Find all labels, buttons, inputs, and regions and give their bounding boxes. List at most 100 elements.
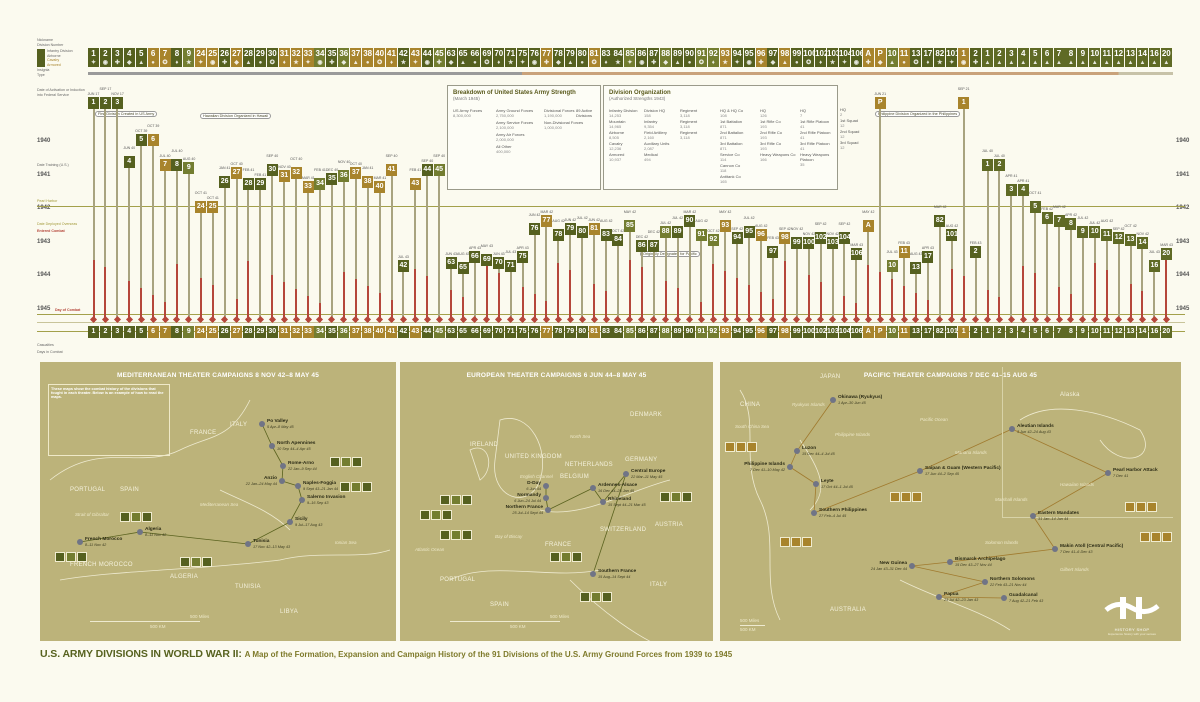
timeline-division-box[interactable]: 77 [540, 214, 552, 227]
header-division-tile[interactable]: 29 ● [254, 48, 266, 67]
bottom-division-tile[interactable]: 11 [1101, 326, 1113, 338]
timeline-division-box[interactable]: 81 [588, 223, 600, 236]
timeline-division-box[interactable]: 94 [731, 231, 743, 244]
timeline-division-box[interactable]: 45 [433, 164, 445, 177]
header-division-tile[interactable]: 100 ✪ [803, 48, 817, 67]
map-division-tile[interactable] [180, 557, 190, 567]
map-division-tile[interactable] [351, 482, 361, 492]
map-division-tile[interactable] [202, 557, 212, 567]
bottom-division-tile[interactable]: 8 [1065, 326, 1077, 338]
header-division-tile[interactable]: 13 ✪ [910, 48, 922, 67]
bottom-division-tile[interactable]: 5 [1029, 326, 1041, 338]
timeline-division-box[interactable]: 10 [1089, 226, 1101, 238]
bottom-division-tile[interactable]: 28 [242, 326, 254, 338]
bottom-division-tile[interactable]: 11 [898, 326, 910, 338]
header-division-tile[interactable]: 81 ✪ [588, 48, 600, 67]
header-division-tile[interactable]: 33 ✦ [302, 48, 314, 67]
map-division-tile[interactable] [462, 530, 472, 540]
map-division-tile[interactable] [660, 492, 670, 502]
timeline-division-box[interactable]: 102 [815, 231, 827, 244]
timeline-division-box[interactable]: 84 [612, 234, 624, 247]
timeline-division-box[interactable]: 96 [755, 228, 767, 241]
timeline-division-box[interactable]: 41 [386, 164, 397, 177]
timeline-division-box[interactable]: 104 [838, 231, 851, 244]
header-division-tile[interactable]: 83 ♦ [600, 48, 612, 67]
map-division-tile[interactable] [1140, 532, 1150, 542]
bottom-division-tile[interactable]: 32 [290, 326, 302, 338]
timeline-division-box[interactable]: 2 [99, 97, 111, 109]
header-division-tile[interactable]: 1 ▲ [982, 48, 993, 67]
timeline-division-box[interactable]: 4 [1017, 184, 1029, 196]
timeline-division-box[interactable]: 1 [88, 97, 99, 109]
header-division-tile[interactable]: 104 ✦ [838, 48, 852, 67]
bottom-division-tile[interactable]: 102 [815, 326, 827, 338]
timeline-division-box[interactable]: 88 [660, 226, 672, 238]
header-division-tile[interactable]: 77 ✚ [540, 48, 552, 67]
bottom-division-tile[interactable]: 38 [362, 326, 374, 338]
map-division-tile[interactable] [77, 552, 87, 562]
bottom-division-tile[interactable]: 4 [1017, 326, 1029, 338]
map-division-tile[interactable] [912, 492, 922, 502]
map-division-tile[interactable] [1162, 532, 1172, 542]
header-division-tile[interactable]: 11 ▲ [1101, 48, 1113, 67]
bottom-division-tile[interactable]: 106 [850, 326, 863, 338]
timeline-division-box[interactable]: 7 [1053, 214, 1065, 227]
timeline-division-box[interactable]: 28 [242, 178, 254, 191]
header-division-tile[interactable]: 8 ♦ [171, 48, 183, 67]
header-division-tile[interactable]: 32 ★ [290, 48, 302, 67]
bottom-division-tile[interactable]: 9 [1077, 326, 1089, 338]
timeline-division-box[interactable]: 5 [1029, 200, 1041, 213]
header-division-tile[interactable]: 66 ● [469, 48, 481, 67]
map-division-tile[interactable] [142, 512, 152, 522]
timeline-division-box[interactable]: 6 [1041, 212, 1053, 224]
map-division-tile[interactable] [1147, 502, 1157, 512]
header-division-tile[interactable]: 3 ✚ [111, 48, 123, 67]
bottom-division-tile[interactable]: 95 [743, 326, 755, 338]
map-division-tile[interactable] [420, 510, 430, 520]
map-division-tile[interactable] [591, 592, 601, 602]
map-division-tile[interactable] [580, 592, 590, 602]
timeline-division-box[interactable]: 13 [1125, 234, 1137, 247]
bottom-division-tile[interactable]: 89 [672, 326, 684, 338]
header-division-tile[interactable]: 40 ✪ [374, 48, 386, 67]
map-division-tile[interactable] [362, 482, 372, 492]
header-division-tile[interactable]: 96 ✚ [755, 48, 767, 67]
bottom-division-tile[interactable]: 6 [1041, 326, 1053, 338]
timeline-division-box[interactable]: 17 [922, 251, 934, 264]
map-division-tile[interactable] [451, 530, 461, 540]
bottom-division-tile[interactable]: 92 [707, 326, 719, 338]
header-division-tile[interactable]: 2 ◉ [99, 48, 111, 67]
map-division-tile[interactable] [602, 592, 612, 602]
bottom-division-tile[interactable]: 2 [993, 326, 1005, 338]
header-division-tile[interactable]: 1 ✦ [88, 48, 99, 67]
header-division-tile[interactable]: 28 ▲ [242, 48, 254, 67]
timeline-division-box[interactable]: A [862, 220, 874, 233]
timeline-division-box[interactable]: 93 [719, 220, 731, 233]
timeline-division-box[interactable]: 34 [314, 178, 326, 191]
header-division-tile[interactable]: 84 ★ [612, 48, 624, 67]
timeline-division-box[interactable]: 30 [266, 164, 278, 177]
header-division-tile[interactable]: 9 ▲ [1077, 48, 1089, 67]
bottom-division-tile[interactable]: 42 [397, 326, 409, 338]
header-division-tile[interactable]: 93 ★ [719, 48, 731, 67]
header-division-tile[interactable]: 92 ♦ [707, 48, 719, 67]
header-division-tile[interactable]: 26 ✚ [219, 48, 231, 67]
bottom-division-tile[interactable]: 84 [612, 326, 624, 338]
bottom-division-tile[interactable]: 2 [99, 326, 111, 338]
timeline-division-box[interactable]: 24 [195, 200, 207, 213]
bottom-division-tile[interactable]: 16 [1148, 326, 1160, 338]
header-division-tile[interactable]: 30 ✪ [266, 48, 278, 67]
bottom-division-tile[interactable]: 103 [827, 326, 839, 338]
map-division-tile[interactable] [431, 510, 441, 520]
timeline-division-box[interactable]: 1 [958, 97, 970, 109]
bottom-division-tile[interactable]: 71 [505, 326, 517, 338]
bottom-division-tile[interactable]: 7 [1053, 326, 1065, 338]
bottom-division-tile[interactable]: 14 [1136, 326, 1148, 338]
map-division-tile[interactable] [682, 492, 692, 502]
header-division-tile[interactable]: 34 ◉ [314, 48, 326, 67]
header-division-tile[interactable]: 10 ▲ [886, 48, 898, 67]
map-division-tile[interactable] [66, 552, 76, 562]
bottom-division-tile[interactable]: 5 [135, 326, 147, 338]
bottom-division-tile[interactable]: 24 [195, 326, 207, 338]
bottom-division-tile[interactable]: 13 [1125, 326, 1137, 338]
